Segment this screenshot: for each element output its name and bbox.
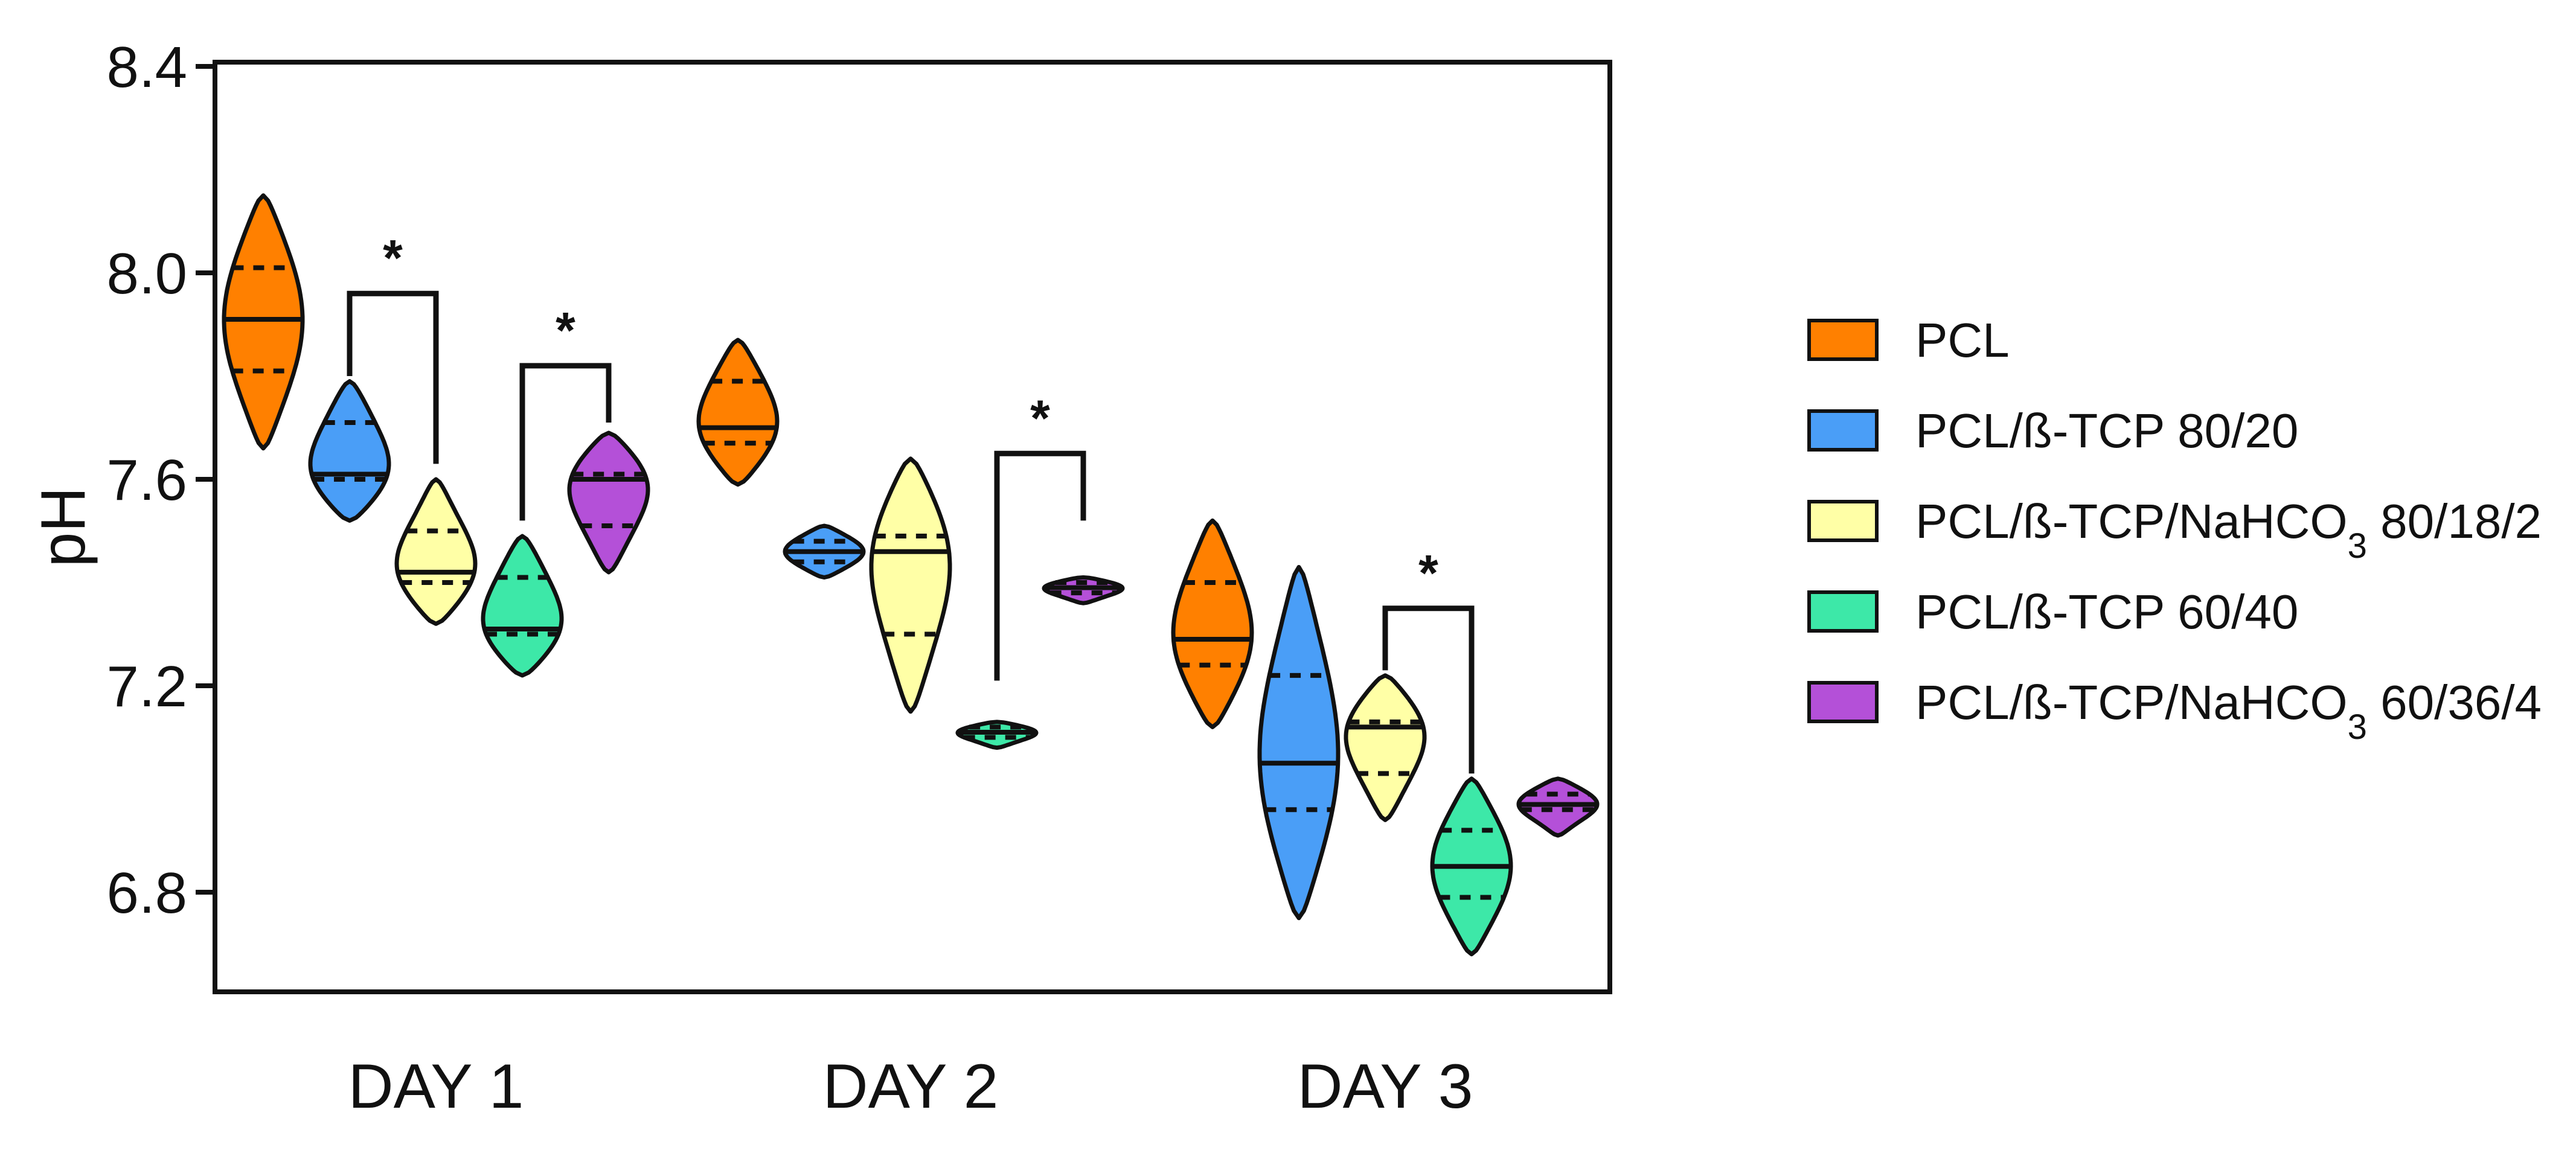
x-tick-label: DAY 1 xyxy=(348,1052,524,1122)
legend-swatch xyxy=(1807,319,1879,361)
y-tick-label: 7.2 xyxy=(107,654,187,719)
violin-body xyxy=(394,477,478,626)
violin xyxy=(308,379,391,523)
significance-star: * xyxy=(1418,545,1438,601)
legend-label: PCL xyxy=(1915,313,2010,367)
violin-body xyxy=(1516,776,1600,838)
violin xyxy=(222,193,305,451)
violin-body xyxy=(1257,564,1341,921)
significance-bracket: * xyxy=(994,389,1086,681)
bracket-line xyxy=(994,450,1086,681)
legend-label: PCL/ß-TCP 80/20 xyxy=(1915,404,2298,458)
violins xyxy=(222,193,1600,957)
violin xyxy=(1042,575,1125,605)
violin-body xyxy=(222,193,305,451)
legend-label: PCL/ß-TCP/NaHCO3 80/18/2 xyxy=(1915,494,2542,566)
violin xyxy=(1430,776,1513,957)
violin-body xyxy=(1344,673,1427,822)
violin-body xyxy=(696,337,780,487)
violin xyxy=(1344,673,1427,822)
bracket-line xyxy=(519,363,612,521)
significance-star: * xyxy=(383,229,403,286)
violin xyxy=(869,456,952,714)
x-axis: DAY 1 DAY 2 DAY 3 xyxy=(348,1052,1473,1122)
violin-body xyxy=(869,456,952,714)
violin xyxy=(1516,776,1600,838)
y-axis-label: pH xyxy=(28,487,98,567)
y-tick-label: 7.6 xyxy=(107,448,187,513)
x-tick-label: DAY 3 xyxy=(1298,1052,1473,1122)
y-axis: 6.8 7.2 7.6 8.0 8.4 xyxy=(107,35,215,925)
y-tick-label: 8.4 xyxy=(107,35,187,100)
violin xyxy=(1171,518,1254,729)
violin xyxy=(481,534,564,678)
significance-bracket: * xyxy=(519,302,612,521)
violin xyxy=(955,720,1039,750)
legend-item: PCL/ß-TCP/NaHCO3 60/36/4 xyxy=(1807,676,2542,747)
violin-body xyxy=(567,430,650,575)
legend-label: PCL/ß-TCP 60/40 xyxy=(1915,585,2298,639)
significance-bracket: * xyxy=(347,229,439,464)
legend-item: PCL/ß-TCP 60/40 xyxy=(1807,585,2298,639)
significance-annotations: * * * * xyxy=(347,229,1475,774)
legend-swatch xyxy=(1807,500,1879,542)
legend-swatch xyxy=(1807,681,1879,723)
significance-star: * xyxy=(1030,389,1050,446)
plot-frame xyxy=(213,60,1612,994)
legend-item: PCL/ß-TCP 80/20 xyxy=(1807,404,2298,458)
legend-swatch xyxy=(1807,409,1879,452)
legend-swatch xyxy=(1807,590,1879,633)
legend: PCL PCL/ß-TCP 80/20 PCL/ß-TCP/NaHCO3 80/18… xyxy=(1807,313,2542,747)
legend-item: PCL xyxy=(1807,313,2010,367)
violin xyxy=(696,337,780,487)
legend-item: PCL/ß-TCP/NaHCO3 80/18/2 xyxy=(1807,494,2542,566)
x-tick-label: DAY 2 xyxy=(823,1052,999,1122)
significance-bracket: * xyxy=(1382,545,1475,774)
violin-body xyxy=(1171,518,1254,729)
violin xyxy=(567,430,650,575)
violin-body xyxy=(308,379,391,523)
violin xyxy=(1257,564,1341,921)
legend-label: PCL/ß-TCP/NaHCO3 60/36/4 xyxy=(1915,676,2542,747)
y-tick-label: 8.0 xyxy=(107,241,187,306)
violin xyxy=(783,523,866,580)
y-tick-label: 6.8 xyxy=(107,861,187,925)
bracket-line xyxy=(1382,605,1475,774)
bracket-line xyxy=(347,290,439,464)
significance-star: * xyxy=(556,302,575,359)
violin-body xyxy=(481,534,564,678)
violin xyxy=(394,477,478,626)
